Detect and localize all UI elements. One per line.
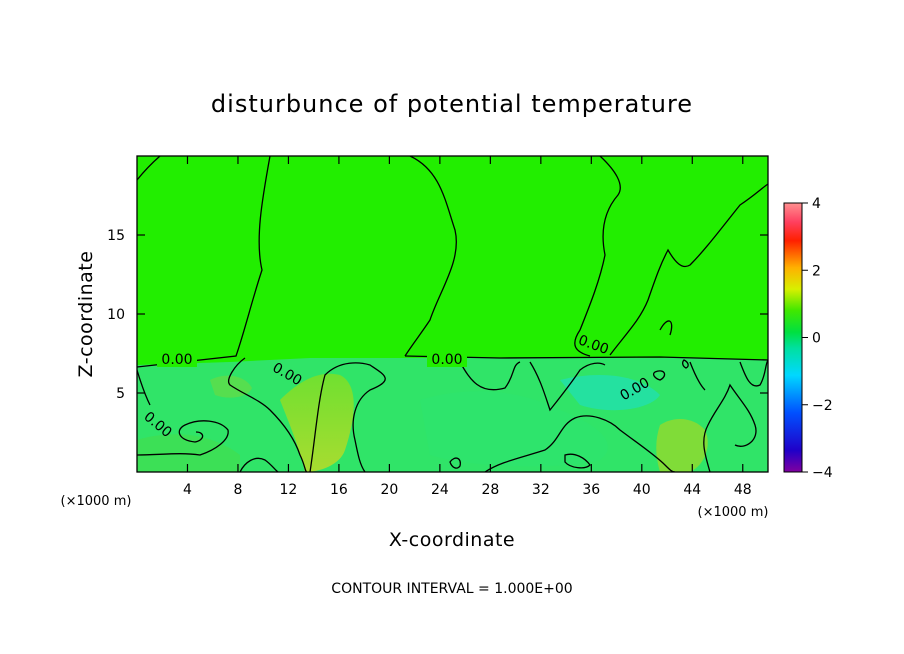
x-unit-label: (×1000 m) xyxy=(698,505,769,520)
x-tick-label: 40 xyxy=(633,482,651,498)
x-tick-label: 44 xyxy=(683,482,701,498)
x-tick-label: 4 xyxy=(183,482,192,498)
x-tick-label: 20 xyxy=(380,482,398,498)
x-axis-label: X-coordinate xyxy=(389,529,515,551)
z-unit-label: (×1000 m) xyxy=(61,494,132,509)
x-tick-label: 28 xyxy=(481,482,499,498)
x-tick-label: 48 xyxy=(734,482,752,498)
chart-title: disturbunce of potential temperature xyxy=(211,90,693,118)
x-tick-label: 32 xyxy=(532,482,550,498)
colorbar: 4 2 0 −2 −4 xyxy=(783,196,833,481)
colorbar-ticks: 4 2 0 −2 −4 xyxy=(802,196,833,481)
x-tick-label: 8 xyxy=(233,482,242,498)
colorbar-tick-label: −4 xyxy=(812,465,833,481)
y-tick-label: 10 xyxy=(107,307,125,323)
x-axis-ticks: 4 8 12 16 20 24 28 32 36 40 44 48 xyxy=(183,156,752,498)
colorbar-gradient xyxy=(783,202,803,473)
x-tick-label: 12 xyxy=(280,482,298,498)
zero-contours xyxy=(137,156,768,472)
contour-label: 0.00 xyxy=(161,352,192,368)
colorbar-tick-label: 4 xyxy=(812,196,821,212)
heatmap-field xyxy=(137,156,768,472)
contour-interval-text: CONTOUR INTERVAL = 1.000E+00 xyxy=(331,581,572,597)
contour-label: 0.00 xyxy=(431,352,462,368)
y-axis-ticks: 5 10 15 xyxy=(107,228,768,402)
x-tick-label: 24 xyxy=(431,482,449,498)
colorbar-tick-label: −2 xyxy=(812,398,833,414)
y-axis-label: Z-coordinate xyxy=(75,251,97,378)
y-tick-label: 5 xyxy=(116,386,125,402)
y-tick-label: 15 xyxy=(107,228,125,244)
x-tick-label: 36 xyxy=(582,482,600,498)
colorbar-tick-label: 0 xyxy=(812,331,821,347)
colorbar-tick-label: 2 xyxy=(812,263,821,279)
x-tick-label: 16 xyxy=(330,482,348,498)
